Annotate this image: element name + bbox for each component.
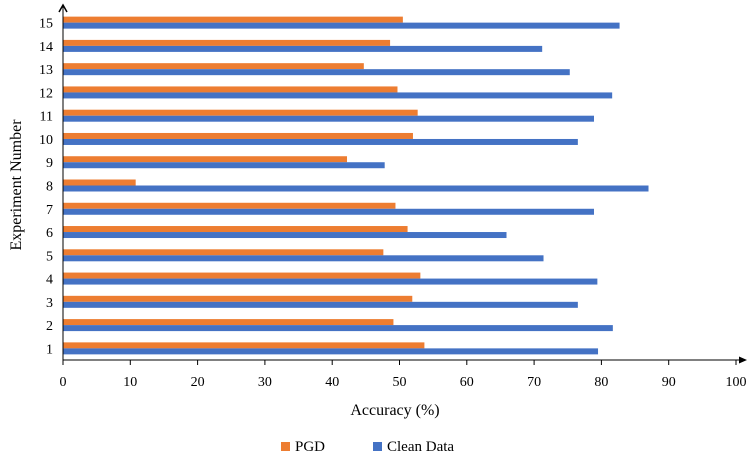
y-tick-label: 2 [46, 319, 53, 334]
bar-clean-data-exp-5 [63, 255, 544, 262]
x-tick-label: 90 [662, 375, 676, 390]
bar-clean-data-exp-14 [63, 45, 543, 52]
bar-pgd-exp-14 [63, 39, 391, 46]
bar-clean-data-exp-2 [63, 325, 613, 332]
bar-pgd-exp-9 [63, 156, 348, 163]
x-tick-label: 80 [594, 375, 608, 390]
y-axis-arrow [58, 3, 68, 13]
legend-swatch-clean-data [373, 442, 382, 451]
y-tick-label: 14 [39, 40, 53, 55]
y-tick-label: 8 [46, 180, 53, 195]
bar-pgd-exp-13 [63, 63, 364, 70]
bar-pgd-exp-8 [63, 179, 136, 186]
x-axis-title: Accuracy (%) [350, 402, 439, 419]
y-tick-label: 3 [46, 296, 53, 311]
bar-pgd-exp-6 [63, 226, 408, 233]
bar-clean-data-exp-6 [63, 232, 507, 239]
x-tick-label: 40 [325, 375, 339, 390]
x-tick-label: 10 [123, 375, 137, 390]
y-tick-label: 13 [39, 63, 53, 78]
y-tick-label: 1 [46, 342, 53, 357]
x-tick-label: 50 [393, 375, 407, 390]
y-tick-label: 9 [46, 156, 53, 171]
y-tick-label: 11 [40, 110, 53, 125]
bar-clean-data-exp-8 [63, 185, 649, 192]
bar-clean-data-exp-9 [63, 162, 385, 169]
bar-pgd-exp-1 [63, 342, 425, 349]
x-axis-arrow [739, 356, 747, 364]
bar-clean-data-exp-1 [63, 348, 599, 355]
y-axis-title: Experiment Number [8, 119, 25, 251]
x-tick-label: 70 [527, 375, 541, 390]
y-tick-label: 12 [39, 86, 53, 101]
bars-layer [63, 16, 649, 355]
bar-pgd-exp-2 [63, 319, 394, 326]
x-tick-label: 30 [258, 375, 272, 390]
x-tick-label: 100 [726, 375, 747, 390]
y-tick-label: 5 [46, 249, 53, 264]
y-tick-label: 15 [39, 17, 53, 32]
x-ticks: 0 10 20 30 40 50 60 70 80 90 100 [60, 360, 747, 390]
legend: PGD Clean Data [281, 439, 454, 455]
y-tick-label: 10 [39, 133, 53, 148]
y-tick-label: 6 [46, 226, 53, 241]
bar-clean-data-exp-12 [63, 92, 613, 99]
bar-pgd-exp-5 [63, 249, 384, 256]
x-tick-label: 20 [191, 375, 205, 390]
bar-pgd-exp-10 [63, 132, 413, 139]
bar-pgd-exp-12 [63, 86, 398, 93]
bar-clean-data-exp-11 [63, 115, 594, 122]
bar-clean-data-exp-10 [63, 138, 578, 145]
y-tick-label: 4 [46, 273, 53, 288]
x-tick-label: 0 [60, 375, 67, 390]
y-tick-label: 7 [46, 203, 53, 218]
bar-clean-data-exp-7 [63, 208, 594, 215]
bar-pgd-exp-3 [63, 295, 413, 302]
axes-layer [58, 3, 747, 364]
legend-label-clean-data: Clean Data [387, 439, 454, 455]
bar-pgd-exp-4 [63, 272, 421, 279]
bar-clean-data-exp-13 [63, 69, 570, 76]
bar-clean-data-exp-4 [63, 278, 598, 285]
bar-pgd-exp-15 [63, 16, 403, 23]
bar-pgd-exp-7 [63, 202, 396, 209]
legend-label-pgd: PGD [295, 439, 325, 455]
bar-clean-data-exp-3 [63, 301, 578, 308]
x-tick-label: 60 [460, 375, 474, 390]
bar-pgd-exp-11 [63, 109, 418, 116]
bar-clean-data-exp-15 [63, 22, 620, 29]
legend-swatch-pgd [281, 442, 290, 451]
